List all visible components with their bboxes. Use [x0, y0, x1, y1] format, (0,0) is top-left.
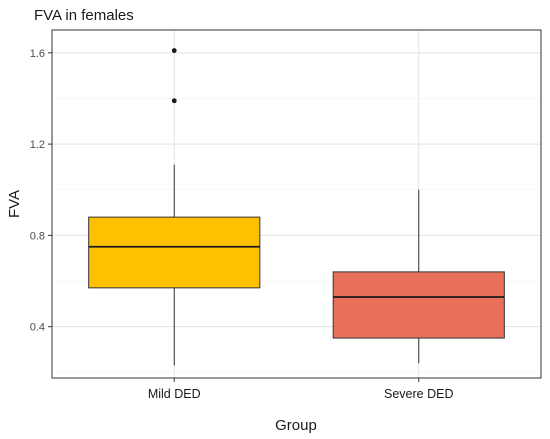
x-tick-label: Severe DED: [384, 387, 453, 401]
y-axis: 0.4 0.8 1.2 1.6: [30, 48, 52, 334]
y-tick-label: 1.6: [30, 48, 45, 60]
y-tick-label: 0.8: [30, 230, 45, 242]
box-iqr: [332, 271, 505, 339]
y-tick-label: 0.4: [30, 322, 45, 334]
boxes: [88, 48, 505, 366]
x-axis-title: Group: [275, 417, 317, 434]
outlier-point: [171, 98, 177, 104]
x-tick-label: Mild DED: [148, 387, 201, 401]
box-iqr: [88, 216, 261, 289]
y-tick-label: 1.2: [30, 139, 45, 151]
x-axis: Mild DED Severe DED: [148, 378, 453, 401]
outlier-point: [171, 48, 177, 53]
y-axis-title: FVA: [6, 190, 23, 218]
panel-border: [51, 29, 542, 379]
chart-title: FVA in females: [34, 7, 134, 24]
